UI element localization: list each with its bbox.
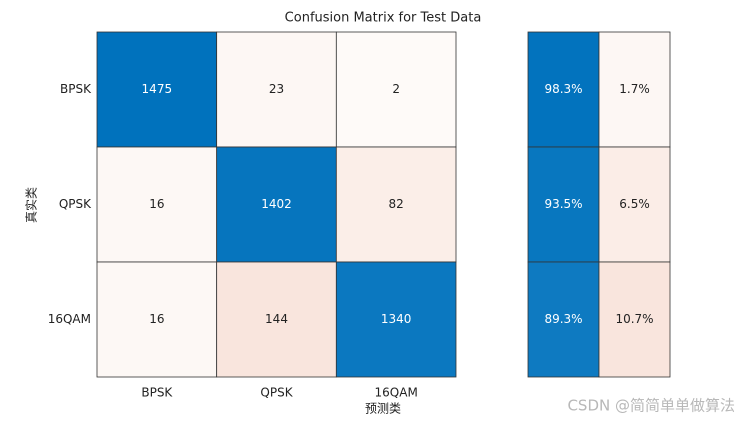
summary-label: 6.5% [619, 197, 650, 211]
summary-label: 98.3% [544, 82, 582, 96]
cell-label: 16 [149, 312, 164, 326]
matrix-cell [335, 31, 457, 148]
summary-cell [527, 146, 600, 263]
cell-label: 1475 [142, 82, 173, 96]
cell-label: 23 [269, 82, 284, 96]
cell-label: 2 [392, 82, 400, 96]
matrix-cell [96, 261, 218, 378]
matrix-cell [216, 146, 337, 263]
summary-label: 10.7% [615, 312, 653, 326]
x-tick-label: QPSK [260, 386, 293, 400]
summary-label: 89.3% [544, 312, 582, 326]
summary-cell [598, 31, 671, 148]
chart-title: Confusion Matrix for Test Data [285, 11, 482, 26]
y-tick-label: 16QAM [48, 312, 91, 326]
summary-label: 93.5% [544, 197, 582, 211]
matrix-cell [335, 146, 457, 263]
summary-cell [527, 31, 600, 148]
cell-label: 82 [389, 197, 404, 211]
summary-label: 1.7% [619, 82, 650, 96]
cell-label: 144 [265, 312, 288, 326]
x-tick-label: BPSK [141, 386, 173, 400]
y-axis-label: 真实类 [24, 187, 39, 223]
summary-cell [598, 146, 671, 263]
cell-label: 1402 [261, 197, 292, 211]
x-tick-label: 16QAM [375, 386, 418, 400]
y-tick-label: BPSK [60, 82, 92, 96]
matrix-cell [96, 31, 218, 148]
summary-cell [527, 261, 600, 378]
cell-label: 1340 [381, 312, 412, 326]
matrix-cell [216, 31, 337, 148]
y-tick-label: QPSK [59, 197, 92, 211]
matrix-cell [96, 146, 218, 263]
watermark: CSDN @简简单单做算法 [567, 397, 735, 415]
matrix-cell [216, 261, 337, 378]
matrix-cell [335, 261, 457, 378]
cell-label: 16 [149, 197, 164, 211]
summary-cell [598, 261, 671, 378]
x-axis-label: 预测类 [365, 402, 401, 416]
